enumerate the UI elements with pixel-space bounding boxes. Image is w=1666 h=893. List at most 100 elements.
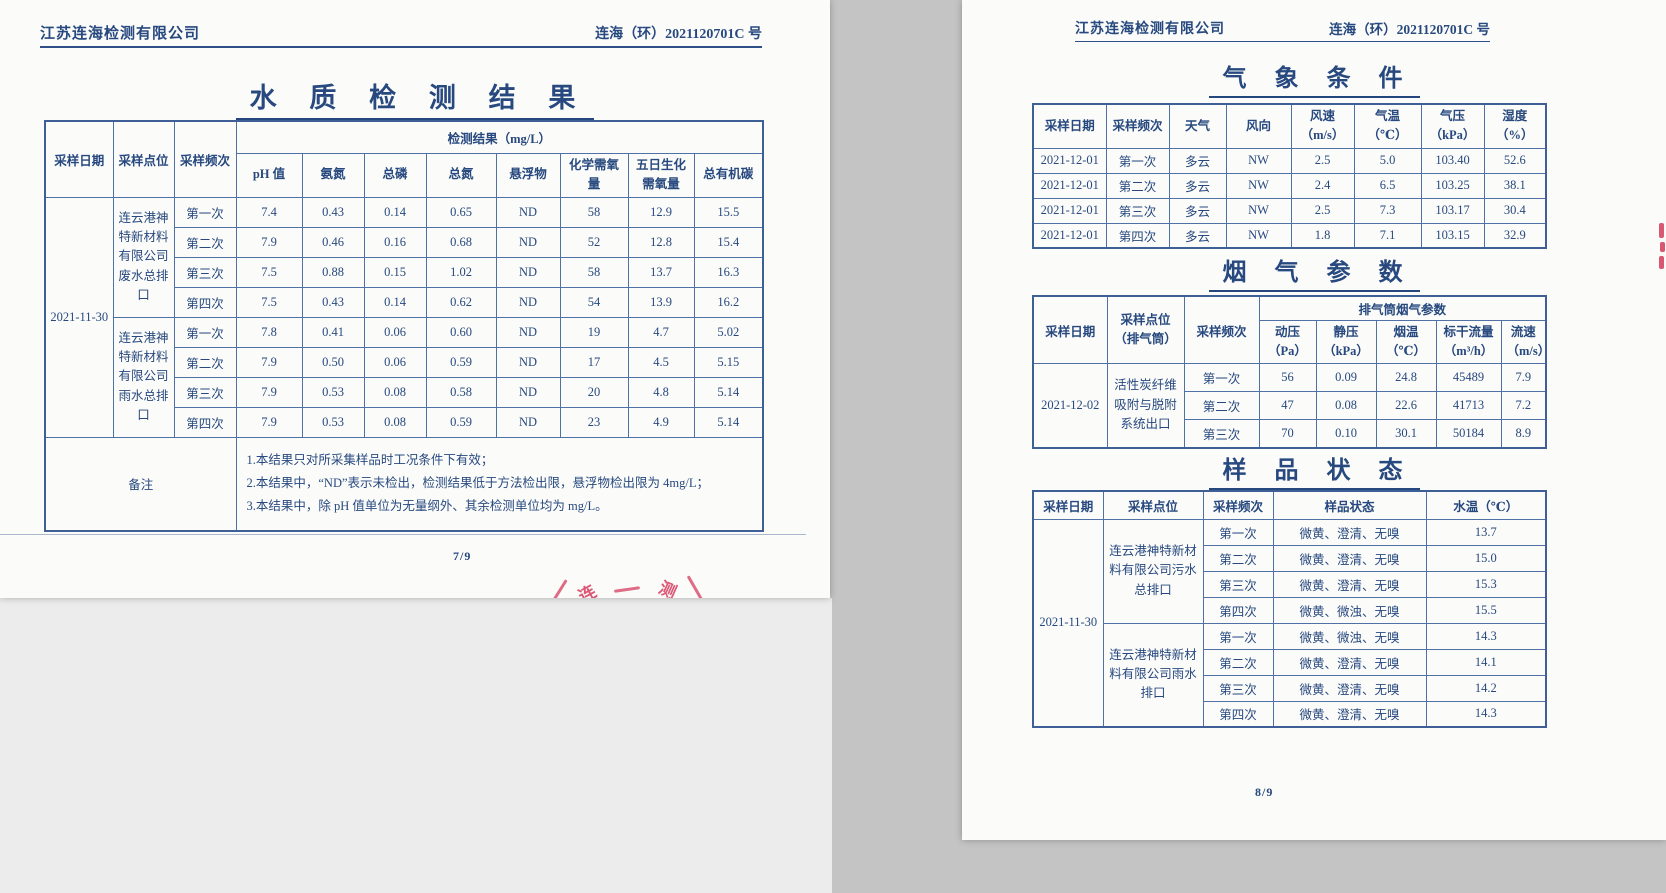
cell-freq: 第一次 (1202, 518, 1274, 546)
cell-value: 52.6 (1483, 147, 1547, 174)
col-header-ph: pH 值 (235, 152, 303, 198)
report-page-7: 江苏连海检测有限公司 连海（环）2021120701C 号 水 质 检 测 结 … (0, 0, 830, 598)
col-header-point: 采样点位 (112, 120, 175, 198)
table-row: 第四次 微黄、微浊、无嗅 15.5 (1033, 596, 1547, 624)
cell-value: 16.2 (693, 286, 764, 318)
cell-value: 0.41 (301, 316, 365, 348)
cell-value: 14.2 (1425, 674, 1547, 702)
col-header-sky: 天气 (1168, 103, 1227, 149)
cell-state: 微黄、澄清、无嗅 (1272, 544, 1427, 572)
cell-value: 1.02 (425, 256, 497, 288)
cell-value: 24.8 (1375, 363, 1437, 393)
cell-value: 13.7 (627, 256, 695, 288)
col-header-freq: 采样频次 (1183, 295, 1260, 365)
col-header-point: 采样点位 (1102, 490, 1204, 520)
stamp-stroke (686, 575, 705, 598)
cell-sample-point: 连云港神特新材料有限公司雨水排口 (1102, 622, 1204, 728)
cell-date: 2021-12-01 (1032, 222, 1107, 249)
stamp-char: 连 (575, 581, 600, 598)
page-number: 8/9 (1255, 785, 1274, 799)
cell-value: 15.0 (1425, 544, 1547, 572)
section-title-weather: 气 象 条 件 (962, 58, 1666, 98)
cell-value: 5.14 (693, 376, 764, 408)
cell-value: 14.3 (1425, 700, 1547, 728)
section-title-flue-gas: 烟 气 参 数 (962, 252, 1666, 292)
table-header-row: 采样日期 采样点位 采样频次 样品状态 水温（℃） (1032, 490, 1547, 520)
remark-label: 备注 (44, 436, 237, 532)
cell-sample-point: 连云港神特新材料有限公司废水总排口 (112, 196, 175, 318)
cell-value: 22.6 (1375, 391, 1437, 421)
report-number: 连海（环）2021120701C 号 (1329, 22, 1490, 37)
cell-value: 0.68 (425, 226, 497, 258)
cell-value: 0.60 (425, 316, 497, 348)
cell-state: 微黄、澄清、无嗅 (1272, 700, 1427, 728)
cell-state: 微黄、澄清、无嗅 (1272, 648, 1427, 676)
cell-value: 7.9 (1500, 363, 1547, 393)
col-group-header-results: 检测结果（mg/L） (235, 120, 764, 154)
col-header-velocity: 流速（m/s） (1500, 319, 1550, 365)
col-header-flow: 标干流量（m³/h） (1435, 319, 1502, 365)
cell-value: 0.14 (363, 196, 427, 228)
cell-freq: 第三次 (1183, 419, 1260, 449)
table-row: 2021-12-01 第二次 多云 NW 2.4 6.5 103.25 38.1 (1032, 172, 1547, 199)
cell-value: 20 (559, 376, 629, 408)
cell-value: 58 (559, 256, 629, 288)
table-row: 2021-12-02 活性炭纤维吸附与脱附系统出口 第一次 56 0.09 24… (1032, 363, 1547, 449)
cell-freq: 第二次 (1202, 544, 1274, 572)
cell-sample-point: 连云港神特新材料有限公司污水总排口 (1102, 518, 1204, 624)
table-row: 第三次 微黄、澄清、无嗅 15.3 (1033, 570, 1547, 598)
col-header-temp: 气温（℃） (1353, 103, 1422, 149)
cell-value: 0.10 (1315, 419, 1377, 449)
cell-value: 2.5 (1290, 197, 1355, 224)
col-header-static-pressure: 静压（kPa） (1315, 319, 1377, 365)
cell-value: ND (495, 196, 561, 228)
cell-freq: 第三次 (173, 256, 237, 288)
cell-value: 103.40 (1420, 147, 1485, 174)
page-number: 7/9 (453, 549, 472, 563)
table-header-row: 采样日期 采样点位（排气筒） 采样频次 排气筒烟气参数 (1032, 295, 1547, 365)
table-row: 第三次 微黄、澄清、无嗅 14.2 (1033, 674, 1547, 702)
cell-value: 4.7 (627, 316, 695, 348)
remark-content: 1.本结果只对所采集样品时工况条件下有效； 2.本结果中，“ND”表示未检出，检… (235, 436, 764, 532)
cell-sample-point: 连云港神特新材料有限公司雨水总排口 (112, 316, 175, 438)
cell-value: ND (495, 256, 561, 288)
cell-freq: 第二次 (173, 346, 237, 378)
cell-freq: 第三次 (1202, 570, 1274, 598)
col-header-dyn-pressure: 动压（Pa） (1258, 319, 1317, 365)
cell-value: 7.2 (1500, 391, 1547, 421)
cell-value: 0.53 (301, 406, 365, 438)
cell-value: 70 (1258, 419, 1317, 449)
remark-line-3: 3.本结果中，除 pH 值单位为无量纲外、其余检测单位均为 mg/L。 (246, 499, 608, 514)
cell-value: 5.0 (1353, 147, 1422, 174)
cell-freq: 第一次 (1183, 363, 1260, 393)
company-name: 江苏连海检测有限公司 (1075, 22, 1225, 37)
table-row: 2021-11-30 连云港神特新材料有限公司污水总排口 第一次 微黄、澄清、无… (1032, 518, 1547, 728)
cell-value: 0.08 (363, 376, 427, 408)
cell-value: 7.4 (235, 196, 303, 228)
table-row: 第二次 7.9 0.50 0.06 0.59 ND 17 4.5 5.15 (45, 346, 764, 378)
cell-state: 微黄、微浊、无嗅 (1272, 622, 1427, 650)
cell-value: 4.5 (627, 346, 695, 378)
flue-gas-table: 采样日期 采样点位（排气筒） 采样频次 排气筒烟气参数 动压（Pa） 静压（kP… (1032, 295, 1550, 449)
cell-value: 0.08 (1315, 391, 1377, 421)
cell-value: 13.9 (627, 286, 695, 318)
table-row: 连云港神特新材料有限公司雨水排口 第一次 微黄、微浊、无嗅 14.3 (1033, 622, 1547, 728)
weather-table: 采样日期 采样频次 天气 风向 风速（m/s） 气温（℃） 气压（kPa） 湿度… (1032, 103, 1547, 250)
cell-sample-point: 活性炭纤维吸附与脱附系统出口 (1106, 363, 1185, 449)
cell-value: 1.8 (1290, 222, 1355, 249)
cell-freq: 第一次 (1202, 622, 1274, 650)
table-row: 第三次 70 0.10 30.1 50184 8.9 (1033, 419, 1547, 449)
remark-line-1: 1.本结果只对所采集样品时工况条件下有效； (246, 453, 494, 468)
cell-value: 0.46 (301, 226, 365, 258)
cell-value: 54 (559, 286, 629, 318)
cell-value: 0.09 (1315, 363, 1377, 393)
col-group-header-stack: 排气筒烟气参数 (1258, 295, 1547, 321)
cell-value: ND (495, 316, 561, 348)
cell-value: 4.9 (627, 406, 695, 438)
cell-value: NW (1225, 147, 1292, 174)
table-row: 第四次 微黄、澄清、无嗅 14.3 (1033, 700, 1547, 728)
cell-value: 2.4 (1290, 172, 1355, 199)
cell-value: ND (495, 376, 561, 408)
cell-value: 12.9 (627, 196, 695, 228)
